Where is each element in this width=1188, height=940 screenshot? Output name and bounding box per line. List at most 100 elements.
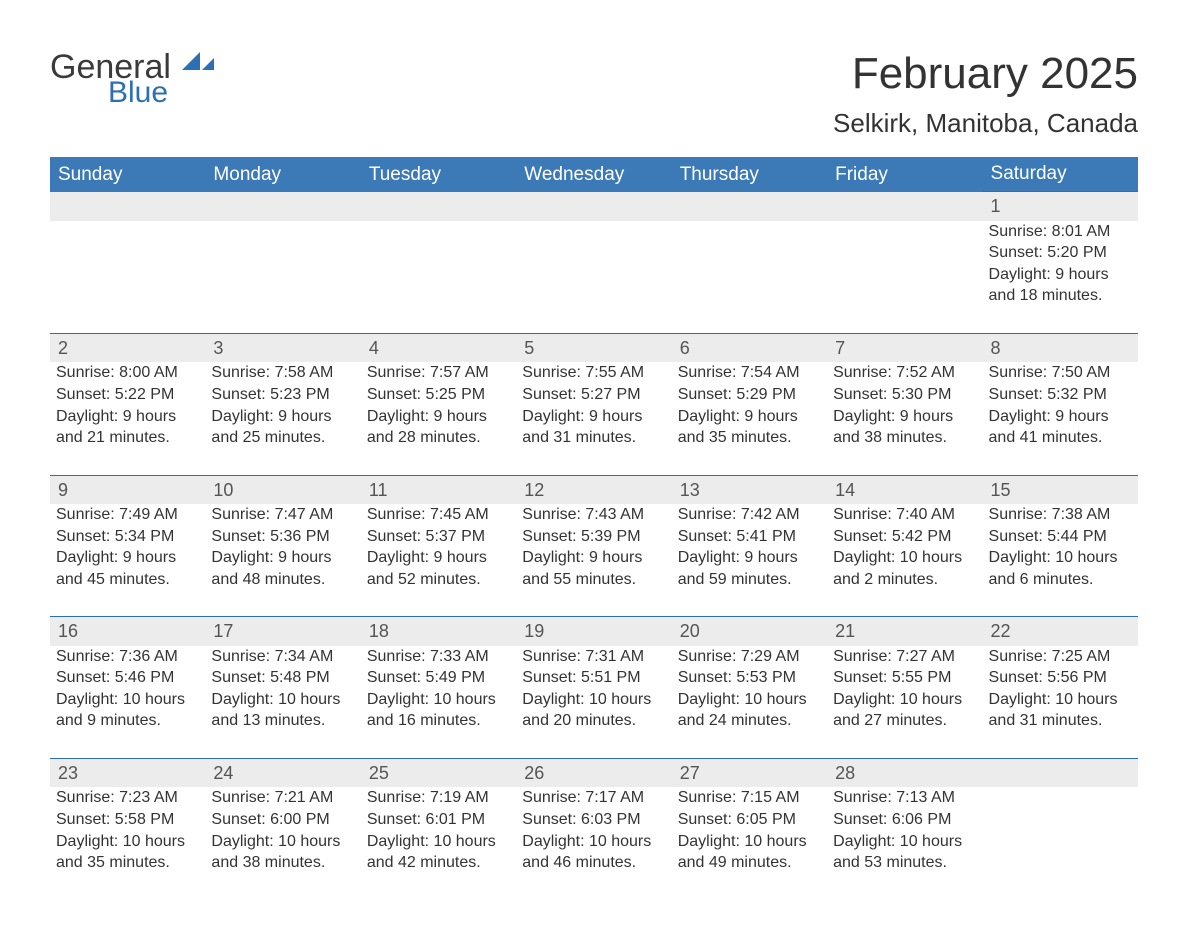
day-detail-cell	[983, 787, 1138, 899]
day-detail-cell	[50, 221, 205, 334]
day-day1: Daylight: 9 hours	[367, 406, 510, 428]
day-day2: and 55 minutes.	[522, 569, 665, 591]
day-number-cell: 13	[672, 475, 827, 504]
day-day1: Daylight: 9 hours	[211, 406, 354, 428]
day-number-cell	[205, 192, 360, 221]
day-day1: Daylight: 10 hours	[833, 547, 976, 569]
day-sunset: Sunset: 5:44 PM	[989, 526, 1132, 548]
day-day1: Daylight: 9 hours	[367, 547, 510, 569]
day-day2: and 25 minutes.	[211, 427, 354, 449]
day-sunrise: Sunrise: 8:01 AM	[989, 221, 1132, 243]
day-sunset: Sunset: 5:25 PM	[367, 384, 510, 406]
day-detail-cell: Sunrise: 7:31 AMSunset: 5:51 PMDaylight:…	[516, 646, 671, 759]
day-day2: and 35 minutes.	[56, 852, 199, 874]
day-number-cell: 15	[983, 475, 1138, 504]
day-sunrise: Sunrise: 7:52 AM	[833, 362, 976, 384]
day-detail-cell: Sunrise: 7:50 AMSunset: 5:32 PMDaylight:…	[983, 362, 1138, 475]
day-detail-cell: Sunrise: 7:21 AMSunset: 6:00 PMDaylight:…	[205, 787, 360, 899]
day-day2: and 31 minutes.	[522, 427, 665, 449]
day-number-cell: 8	[983, 334, 1138, 363]
day-sunset: Sunset: 5:42 PM	[833, 526, 976, 548]
day-day1: Daylight: 10 hours	[833, 689, 976, 711]
day-day1: Daylight: 10 hours	[367, 689, 510, 711]
day-detail-cell: Sunrise: 7:13 AMSunset: 6:06 PMDaylight:…	[827, 787, 982, 899]
day-sunset: Sunset: 5:29 PM	[678, 384, 821, 406]
day-sunrise: Sunrise: 7:42 AM	[678, 504, 821, 526]
day-sunset: Sunset: 5:20 PM	[989, 242, 1132, 264]
day-sunset: Sunset: 5:58 PM	[56, 809, 199, 831]
day-sunset: Sunset: 5:37 PM	[367, 526, 510, 548]
day-detail-cell: Sunrise: 7:52 AMSunset: 5:30 PMDaylight:…	[827, 362, 982, 475]
day-day1: Daylight: 9 hours	[678, 406, 821, 428]
day-sunset: Sunset: 5:36 PM	[211, 526, 354, 548]
day-day1: Daylight: 10 hours	[989, 689, 1132, 711]
day-sunset: Sunset: 6:01 PM	[367, 809, 510, 831]
day-sunset: Sunset: 5:53 PM	[678, 667, 821, 689]
day-number-cell	[672, 192, 827, 221]
day-sunset: Sunset: 5:56 PM	[989, 667, 1132, 689]
calendar-body: 1Sunrise: 8:01 AMSunset: 5:20 PM Daylight…	[50, 192, 1138, 900]
day-day1: Daylight: 10 hours	[56, 689, 199, 711]
day-sunrise: Sunrise: 7:19 AM	[367, 787, 510, 809]
day-number-cell: 25	[361, 759, 516, 788]
day-detail-cell: Sunrise: 7:49 AMSunset: 5:34 PMDaylight:…	[50, 504, 205, 617]
day-number-cell: 23	[50, 759, 205, 788]
day-sunset: Sunset: 6:05 PM	[678, 809, 821, 831]
day-sunrise: Sunrise: 7:25 AM	[989, 646, 1132, 668]
col-monday: Monday	[205, 157, 360, 192]
day-day1: Daylight: 9 hours	[211, 547, 354, 569]
day-number-cell: 27	[672, 759, 827, 788]
day-detail-cell: Sunrise: 7:43 AMSunset: 5:39 PMDaylight:…	[516, 504, 671, 617]
day-number-cell: 16	[50, 617, 205, 646]
week-detail-row: Sunrise: 7:23 AMSunset: 5:58 PMDaylight:…	[50, 787, 1138, 899]
day-sunset: Sunset: 5:23 PM	[211, 384, 354, 406]
day-sunset: Sunset: 6:00 PM	[211, 809, 354, 831]
day-number-cell: 1	[983, 192, 1138, 221]
day-sunset: Sunset: 5:51 PM	[522, 667, 665, 689]
day-day1: Daylight: 9 hours	[678, 547, 821, 569]
day-number-cell: 21	[827, 617, 982, 646]
day-detail-cell: Sunrise: 7:57 AMSunset: 5:25 PMDaylight:…	[361, 362, 516, 475]
day-number-cell	[50, 192, 205, 221]
day-detail-cell: Sunrise: 8:00 AMSunset: 5:22 PMDaylight:…	[50, 362, 205, 475]
day-number-cell: 11	[361, 475, 516, 504]
col-thursday: Thursday	[672, 157, 827, 192]
day-day2: and 16 minutes.	[367, 710, 510, 732]
day-sunrise: Sunrise: 7:45 AM	[367, 504, 510, 526]
day-number-cell: 2	[50, 334, 205, 363]
day-day2: and 24 minutes.	[678, 710, 821, 732]
day-day2: and 13 minutes.	[211, 710, 354, 732]
day-sunrise: Sunrise: 7:47 AM	[211, 504, 354, 526]
day-number-cell: 3	[205, 334, 360, 363]
day-day2: and 21 minutes.	[56, 427, 199, 449]
week-daynum-row: 232425262728	[50, 759, 1138, 788]
day-detail-cell	[361, 221, 516, 334]
logo: General Blue	[50, 50, 216, 108]
day-detail-cell	[672, 221, 827, 334]
day-detail-cell: Sunrise: 7:25 AMSunset: 5:56 PMDaylight:…	[983, 646, 1138, 759]
week-daynum-row: 9101112131415	[50, 475, 1138, 504]
day-sunset: Sunset: 5:22 PM	[56, 384, 199, 406]
day-number-cell: 24	[205, 759, 360, 788]
day-number-cell: 4	[361, 334, 516, 363]
day-detail-cell: Sunrise: 7:17 AMSunset: 6:03 PMDaylight:…	[516, 787, 671, 899]
day-number-cell: 9	[50, 475, 205, 504]
day-day1: Daylight: 10 hours	[678, 689, 821, 711]
day-day1: Daylight: 10 hours	[211, 689, 354, 711]
day-day2: and 53 minutes.	[833, 852, 976, 874]
day-sunrise: Sunrise: 7:31 AM	[522, 646, 665, 668]
day-sunrise: Sunrise: 7:17 AM	[522, 787, 665, 809]
day-day1: Daylight: 9 hours	[989, 406, 1132, 428]
day-detail-cell: Sunrise: 7:36 AMSunset: 5:46 PMDaylight:…	[50, 646, 205, 759]
day-number-cell: 7	[827, 334, 982, 363]
week-daynum-row: 1	[50, 192, 1138, 221]
day-sunset: Sunset: 5:39 PM	[522, 526, 665, 548]
day-day1: Daylight: 10 hours	[367, 831, 510, 853]
day-day1: Daylight: 10 hours	[989, 547, 1132, 569]
day-detail-cell: Sunrise: 7:47 AMSunset: 5:36 PMDaylight:…	[205, 504, 360, 617]
day-sunset: Sunset: 5:41 PM	[678, 526, 821, 548]
day-detail-cell: Sunrise: 7:38 AMSunset: 5:44 PMDaylight:…	[983, 504, 1138, 617]
week-daynum-row: 2345678	[50, 334, 1138, 363]
day-day2: and 59 minutes.	[678, 569, 821, 591]
day-sunset: Sunset: 5:32 PM	[989, 384, 1132, 406]
